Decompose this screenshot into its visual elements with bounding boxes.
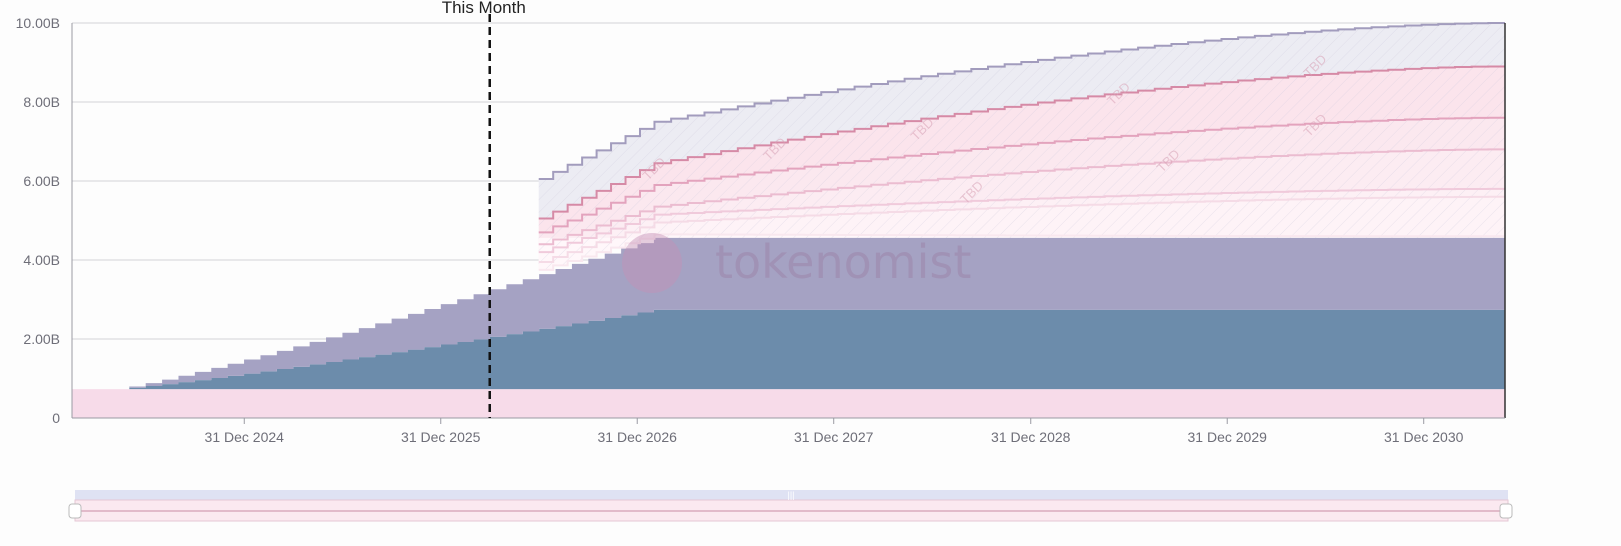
y-tick-label: 4.00B xyxy=(23,252,60,268)
y-tick-label: 10.00B xyxy=(16,15,60,31)
projected-line xyxy=(538,233,1505,271)
x-tick-label: 31 Dec 2027 xyxy=(794,429,874,445)
marker-label: This Month xyxy=(442,0,526,17)
y-tick-label: 0 xyxy=(52,410,60,426)
this-month-marker: This Month xyxy=(442,0,526,418)
x-tick-label: 31 Dec 2024 xyxy=(205,429,285,445)
x-tick-label: 31 Dec 2026 xyxy=(598,429,678,445)
x-tick-label: 31 Dec 2025 xyxy=(401,429,481,445)
projected-line xyxy=(538,65,1505,220)
y-tick-label: 6.00B xyxy=(23,173,60,189)
unlocked-areas xyxy=(72,237,1505,418)
projected-line xyxy=(538,22,1505,181)
projected-lines xyxy=(538,22,1505,271)
projected-line xyxy=(538,116,1505,234)
projected-line xyxy=(538,195,1505,263)
axes: 0 2.00B 4.00B 6.00B 8.00B 10.00B 31 Dec 2024 31… xyxy=(16,15,1506,445)
projected-hatch xyxy=(538,66,1505,233)
projected-hatch xyxy=(538,117,1505,245)
projected-hatch xyxy=(538,196,1505,270)
projected-line xyxy=(538,148,1505,246)
watermark-text: tokenomist xyxy=(715,235,971,289)
watermark: tokenomist xyxy=(622,233,971,293)
unlock-area-layer xyxy=(112,237,1505,390)
navigator-grip-icon[interactable]: ||| xyxy=(787,490,794,500)
unlock-area-layer xyxy=(112,309,1505,390)
x-tick-label: 31 Dec 2030 xyxy=(1384,429,1464,445)
x-tick-label: 31 Dec 2029 xyxy=(1188,429,1268,445)
projected-hatch xyxy=(538,23,1505,219)
navigator-top-bar[interactable] xyxy=(75,490,1508,500)
y-tick-label: 8.00B xyxy=(23,94,60,110)
projected-line xyxy=(538,187,1505,254)
watermark-logo-icon xyxy=(622,233,682,293)
y-tick-label: 2.00B xyxy=(23,331,60,347)
navigator-handle-left[interactable] xyxy=(68,503,82,519)
projected-hatch xyxy=(538,149,1505,253)
projected-hatch xyxy=(538,188,1505,262)
unlock-area-layer xyxy=(72,389,1505,418)
x-tick-label: 31 Dec 2028 xyxy=(991,429,1071,445)
zoom-navigator[interactable]: ||| xyxy=(68,490,1513,522)
navigator-handle-right[interactable] xyxy=(1499,503,1513,519)
